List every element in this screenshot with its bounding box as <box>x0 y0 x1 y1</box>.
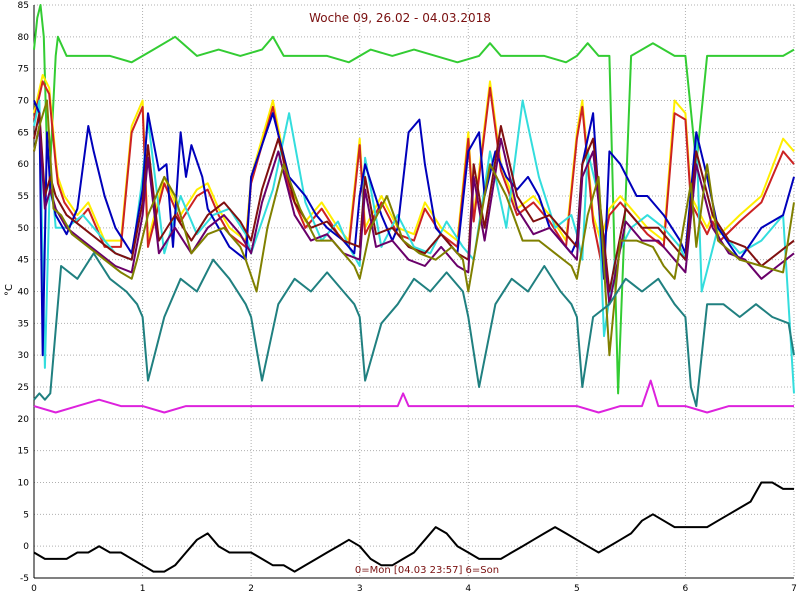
x-tick-label: 7 <box>791 584 797 594</box>
y-tick-label: 20 <box>18 415 30 425</box>
y-tick-label: 85 <box>18 1 29 11</box>
x-tick-label: 1 <box>140 584 146 594</box>
y-tick-label: 15 <box>18 447 29 457</box>
y-tick-label: 60 <box>18 160 30 170</box>
y-tick-label: 40 <box>18 288 30 298</box>
y-axis-label: °C <box>4 284 15 296</box>
y-tick-label: 65 <box>18 128 29 138</box>
series-line-10 <box>33 99 795 357</box>
y-tick-label: 75 <box>18 65 29 75</box>
y-tick-label: 50 <box>18 224 30 234</box>
x-tick-label: 2 <box>248 584 254 594</box>
series-line-1 <box>33 4 795 395</box>
series-lines <box>33 4 795 573</box>
y-tick-label: 45 <box>18 256 29 266</box>
x-tick-label: 3 <box>357 584 363 594</box>
chart-footer: 0=Mon [04.03 23:57] 6=Son <box>355 565 499 576</box>
y-tick-label: 55 <box>18 192 29 202</box>
y-tick-label: 80 <box>18 33 30 43</box>
y-tick-label: 25 <box>18 383 29 393</box>
y-tick-label: 30 <box>18 351 30 361</box>
x-tick-label: 0 <box>31 584 37 594</box>
series-line-11 <box>33 252 795 408</box>
series-line-8 <box>33 112 795 293</box>
series-line-9 <box>33 125 795 306</box>
y-tick-label: 70 <box>18 97 30 107</box>
y-tick-label: 10 <box>18 479 30 489</box>
y-tick-label: 0 <box>23 542 29 552</box>
series-line-7 <box>33 100 795 357</box>
series-line-2 <box>33 379 794 414</box>
y-tick-label: -5 <box>20 574 29 584</box>
chart-title: Woche 09, 26.02 - 04.03.2018 <box>309 11 491 25</box>
y-tick-label: 5 <box>23 510 29 520</box>
x-tick-label: 5 <box>574 584 580 594</box>
series-line-3 <box>33 481 794 573</box>
x-tick-label: 6 <box>683 584 689 594</box>
y-tick-label: 35 <box>18 319 29 329</box>
x-tick-label: 4 <box>465 584 471 594</box>
